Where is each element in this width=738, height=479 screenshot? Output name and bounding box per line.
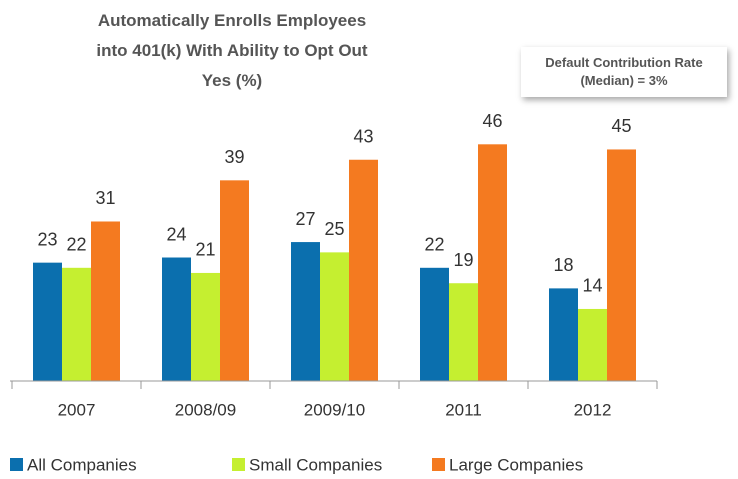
bar [420,267,449,381]
data-label: 22 [424,235,444,255]
bar [578,308,607,381]
data-label: 24 [166,224,186,244]
x-tick-label: 2012 [574,400,612,419]
bar [549,288,578,381]
bar [291,242,320,381]
legend-label: Large Companies [449,455,583,474]
bar [91,221,120,381]
bar [191,272,220,381]
bar [607,149,636,381]
data-label: 19 [453,250,473,270]
data-label: 23 [37,229,57,249]
bar [220,180,249,381]
data-label: 31 [95,188,115,208]
bar [62,267,91,381]
data-label: 22 [66,235,86,255]
legend-label: Small Companies [249,455,382,474]
bar [162,257,191,381]
chart-title-block: Automatically Enrolls Employees into 401… [82,6,382,96]
x-tick-label: 2011 [445,400,482,419]
bar [349,159,378,381]
data-label: 27 [295,209,315,229]
chart-subtitle: Yes (%) [201,71,263,90]
bar [33,262,62,381]
data-label: 21 [195,240,215,260]
chart-title: Automatically Enrolls Employees into 401… [96,11,368,60]
legend-swatch [10,458,23,471]
data-label: 39 [224,147,244,167]
bar [449,283,478,381]
x-tick-label: 2009/10 [304,400,365,419]
data-label: 46 [482,111,502,131]
x-tick-label: 2008/09 [175,400,236,419]
data-label: 43 [353,126,373,146]
bar [320,252,349,381]
data-label: 18 [553,255,573,275]
data-label: 14 [582,276,602,296]
legend-swatch [432,458,445,471]
legend-label: All Companies [27,455,137,474]
data-label: 25 [324,219,344,239]
annotation: Default Contribution Rate (Median) = 3% [521,47,727,97]
bar [478,144,507,381]
legend-swatch [232,458,245,471]
x-tick-label: 2007 [58,400,96,419]
data-label: 45 [611,116,631,136]
